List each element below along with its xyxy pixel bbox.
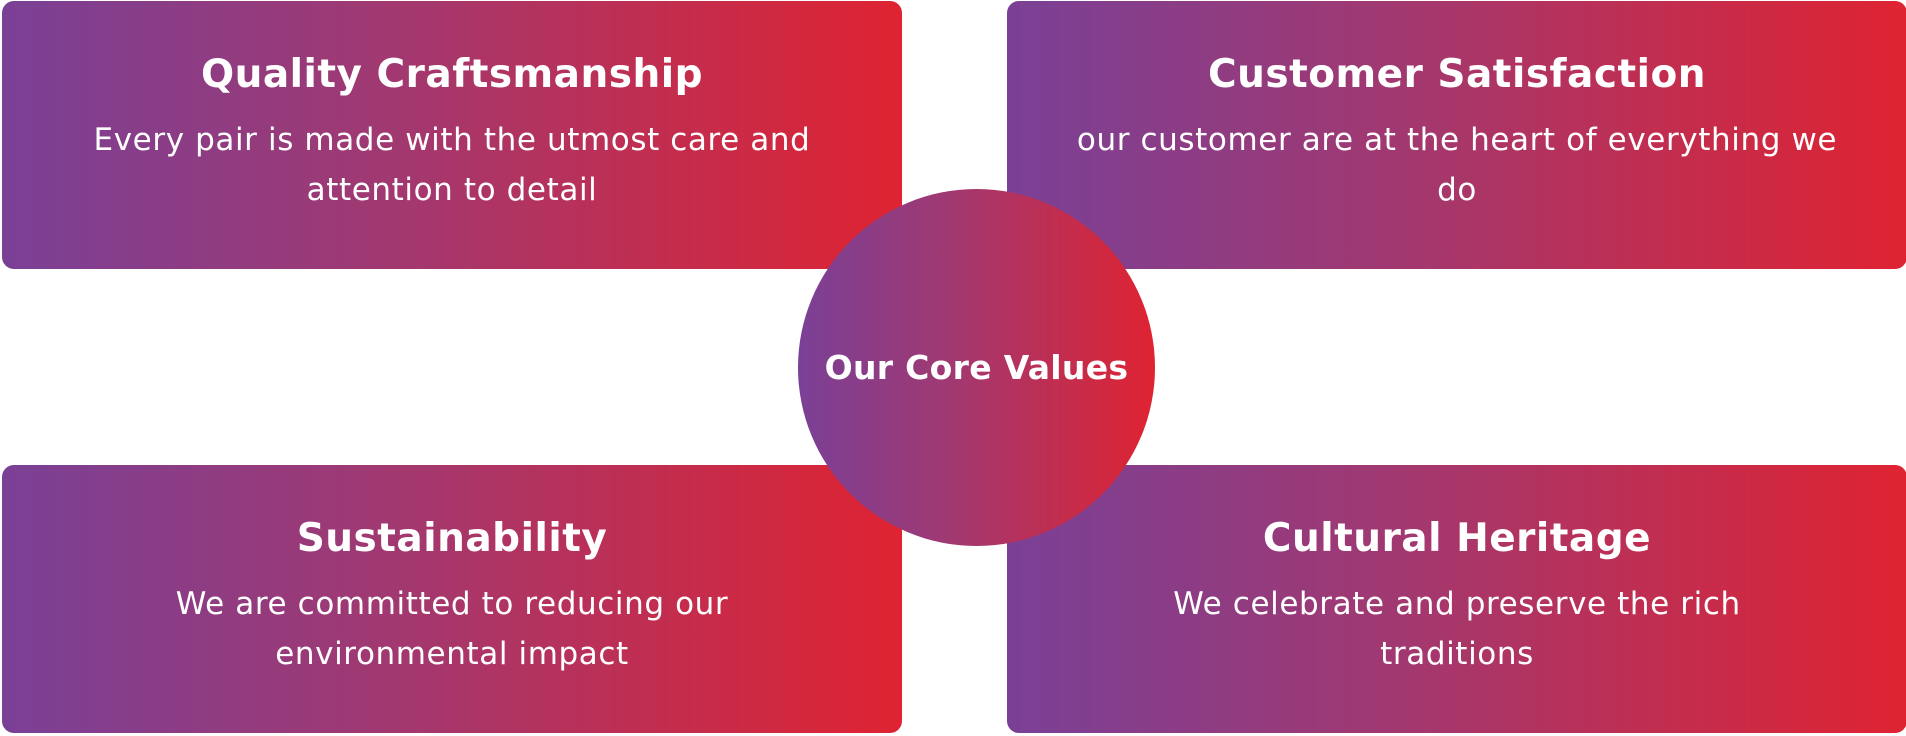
value-card-title: Customer Satisfaction [1207, 52, 1707, 97]
value-card-cultural-heritage: Cultural Heritage We celebrate and prese… [1007, 465, 1906, 733]
value-card-description: We are committed to reducing our environ… [175, 586, 729, 672]
core-values-circle: Our Core Values [798, 189, 1155, 546]
value-card-title: Cultural Heritage [1262, 516, 1652, 561]
value-card-title: Sustainability [296, 516, 608, 561]
value-card-description: We celebrate and preserve the rich tradi… [1173, 586, 1741, 672]
value-card-quality-craftsmanship: Quality Craftsmanship Every pair is made… [2, 1, 902, 269]
core-values-title: Our Core Values [824, 348, 1129, 387]
value-card-sustainability: Sustainability We are committed to reduc… [2, 465, 902, 733]
value-card-description: Every pair is made with the utmost care … [93, 122, 811, 208]
value-card-description: our customer are at the heart of everyth… [1076, 122, 1838, 208]
value-card-title: Quality Craftsmanship [200, 52, 704, 97]
value-card-customer-satisfaction: Customer Satisfaction our customer are a… [1007, 1, 1906, 269]
